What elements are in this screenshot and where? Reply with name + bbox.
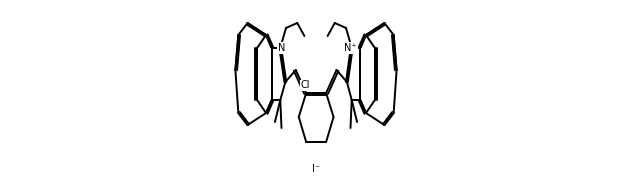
Text: N: N (277, 43, 285, 53)
Text: N⁺: N⁺ (344, 43, 357, 53)
Text: I⁻: I⁻ (312, 164, 320, 174)
Text: Cl: Cl (300, 80, 310, 90)
